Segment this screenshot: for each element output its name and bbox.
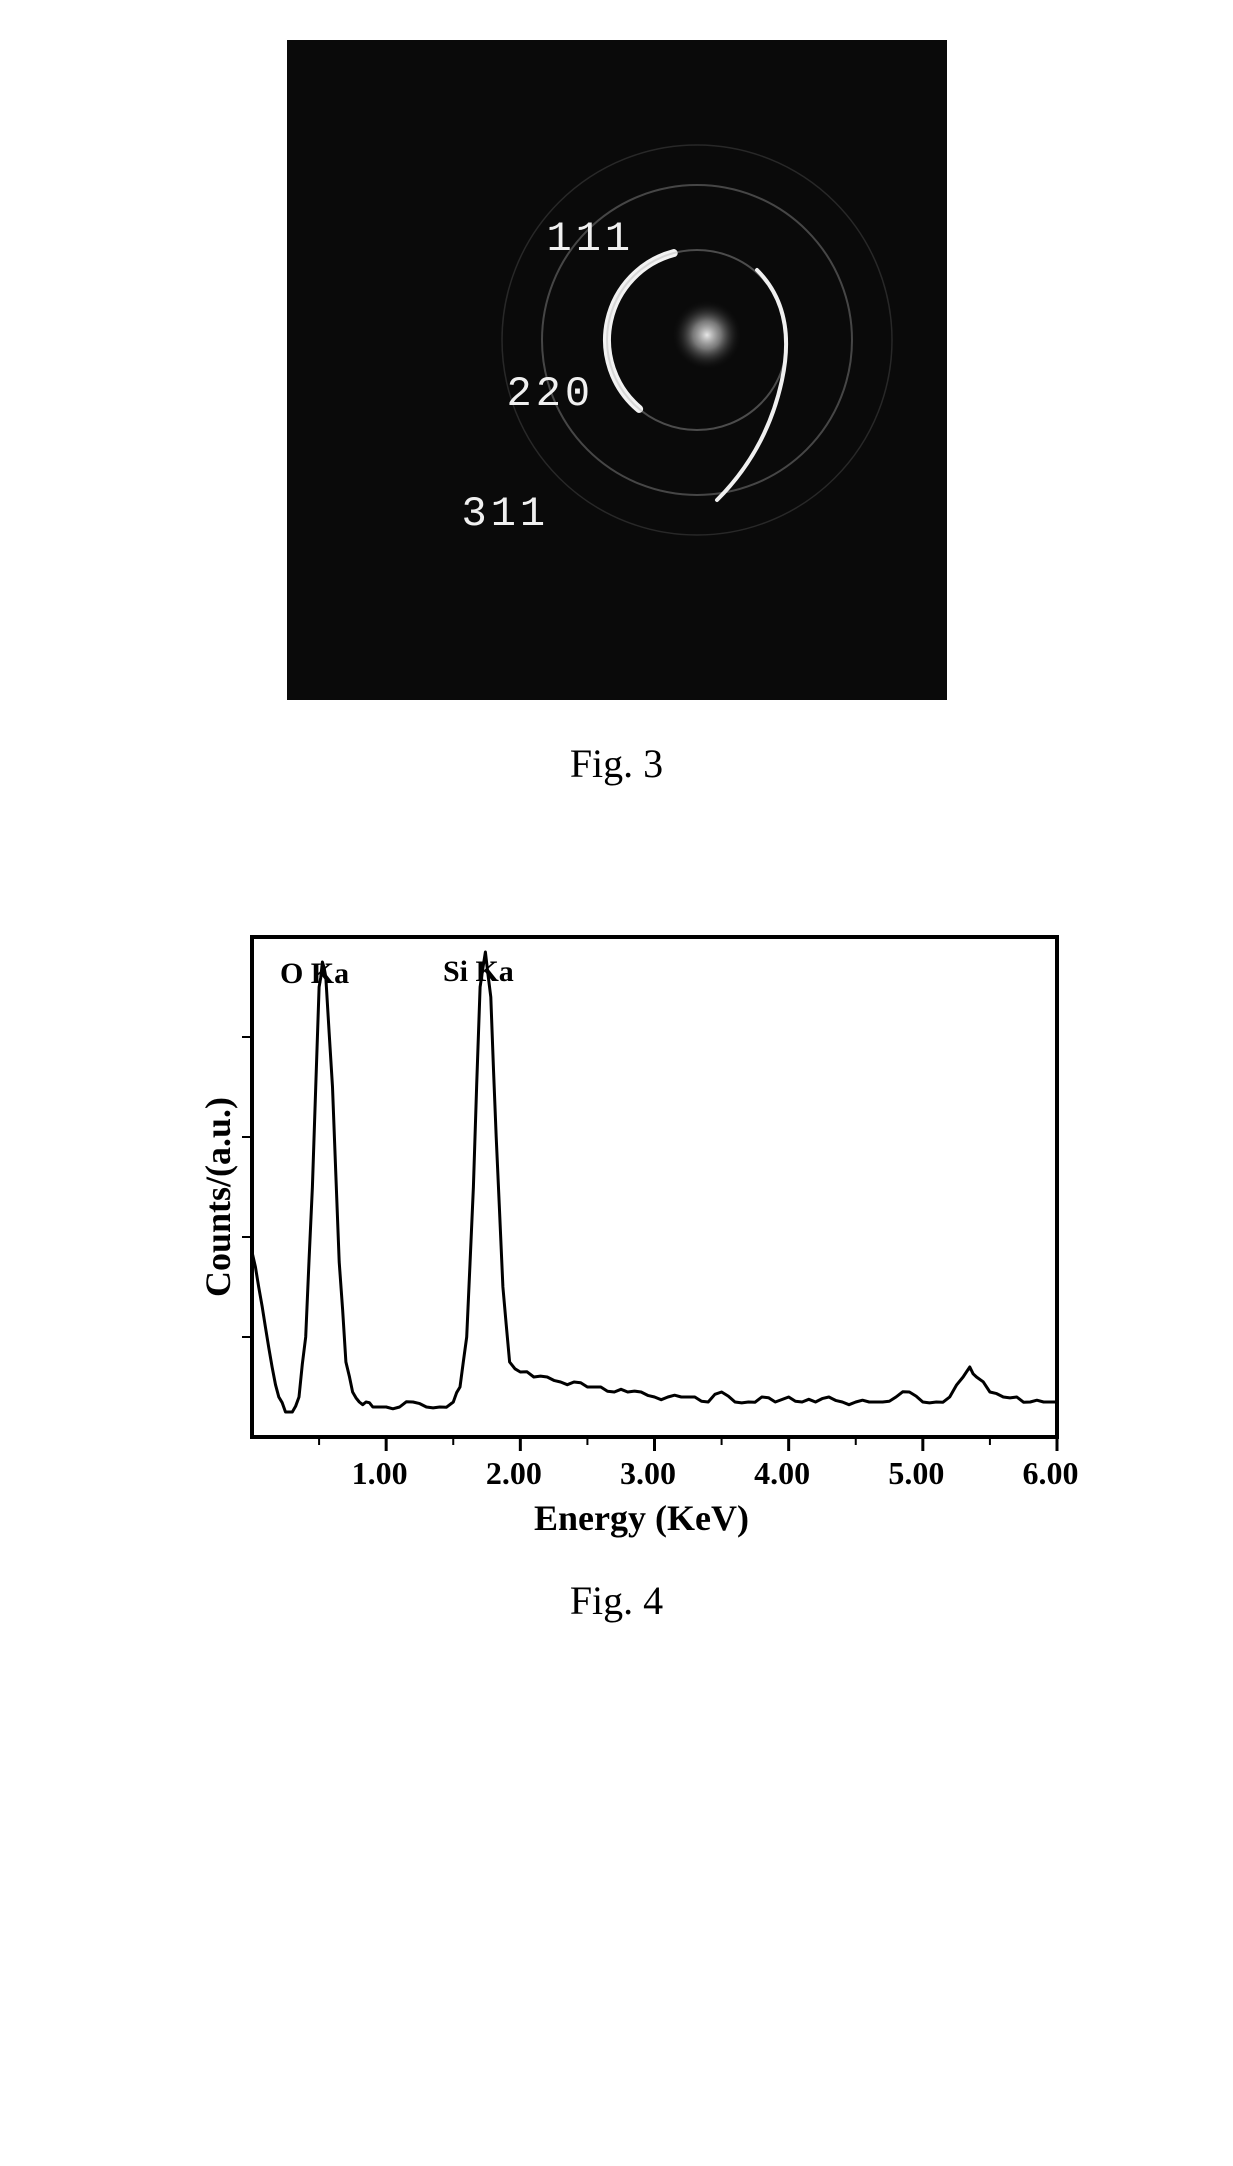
peak-label-oka: O Ka xyxy=(280,957,349,991)
fig4-svg xyxy=(157,907,1077,1547)
x-tick-label: 2.00 xyxy=(486,1455,542,1492)
x-tick-label: 1.00 xyxy=(352,1455,408,1492)
spectrum-line xyxy=(252,952,1057,1412)
plot-border xyxy=(252,937,1057,1437)
label-220: 220 xyxy=(507,370,595,418)
x-tick-label: 5.00 xyxy=(888,1455,944,1492)
y-axis-label: Counts/(a.u.) xyxy=(197,1097,239,1297)
x-tick-label: 3.00 xyxy=(620,1455,676,1492)
ring-111 xyxy=(607,253,674,409)
x-tick-label: 6.00 xyxy=(1023,1455,1079,1492)
x-tick-label: 4.00 xyxy=(754,1455,810,1492)
fig3-diffraction-image: 111 220 311 xyxy=(287,40,947,700)
fig3-rings-svg xyxy=(287,40,947,700)
label-111: 111 xyxy=(547,215,635,263)
x-axis-label: Energy (KeV) xyxy=(534,1497,749,1539)
label-311: 311 xyxy=(462,490,550,538)
peak-label-sika: Si Ka xyxy=(443,955,514,989)
fig3-caption: Fig. 3 xyxy=(570,740,663,787)
figure-3: 111 220 311 Fig. 3 xyxy=(0,40,1233,787)
center-beam xyxy=(672,300,742,370)
figure-4: O Ka Si Ka 1.00 2.00 3.00 4.00 5.00 6.00 Ener… xyxy=(0,907,1233,1624)
fig4-chart-area: O Ka Si Ka 1.00 2.00 3.00 4.00 5.00 6.00 Ener… xyxy=(157,907,1077,1547)
fig4-caption: Fig. 4 xyxy=(570,1577,663,1624)
